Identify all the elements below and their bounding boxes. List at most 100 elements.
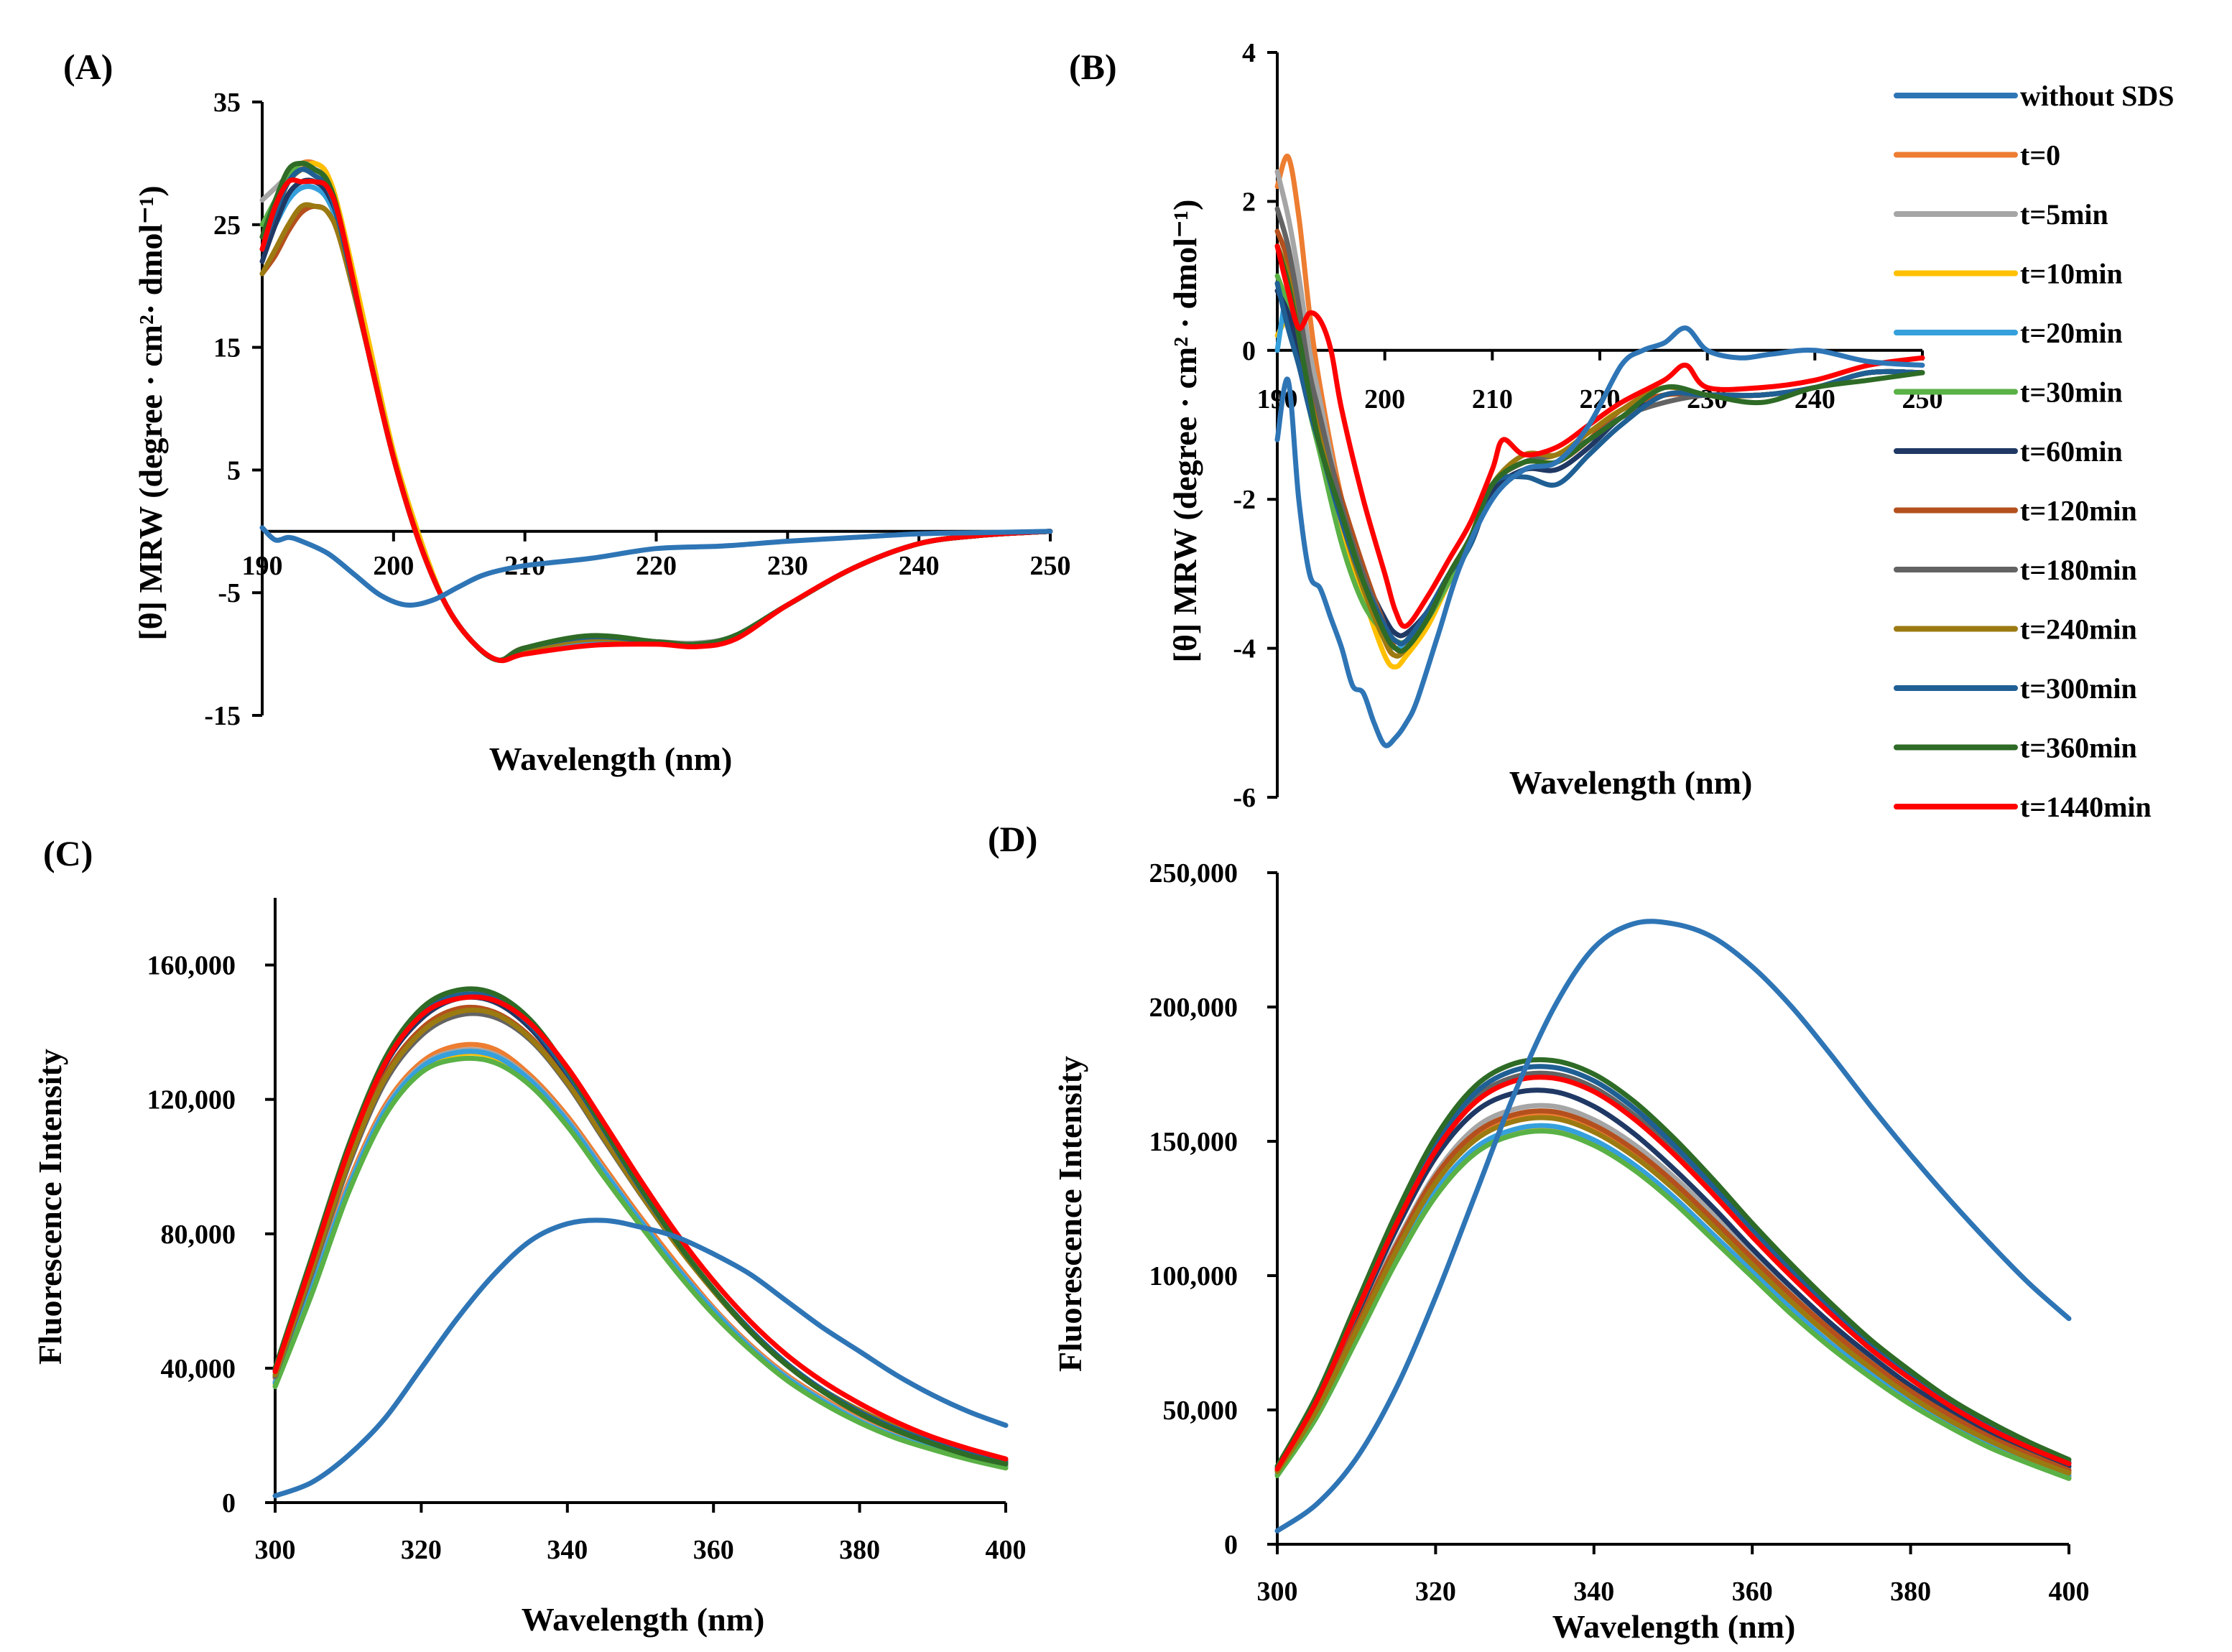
x-axis-title: Wavelength (nm) (1552, 1608, 1796, 1645)
legend-label: t=360min (2020, 732, 2137, 764)
series-line-t-360min (1274, 1057, 2072, 1469)
x-tick-label: 300 (255, 1535, 296, 1565)
x-tick-label: 200 (373, 551, 414, 581)
x-tick-label: 250 (1030, 551, 1071, 581)
series-line-t-60min (259, 177, 1053, 663)
y-tick-label: 15 (213, 333, 241, 363)
x-tick-label: 190 (242, 551, 283, 581)
y-tick-label: 200,000 (1149, 993, 1238, 1023)
legend-label: t=300min (2020, 672, 2137, 705)
x-tick-label: 230 (767, 551, 808, 581)
y-tick-label: 50,000 (1163, 1396, 1238, 1426)
panel-c: (C) 0 40,000 80,000 120,000 160,000 300 320 340 3… (32, 833, 1027, 1638)
y-tick-label: 160,000 (147, 951, 236, 981)
x-axis-title: Wavelength (nm) (1509, 764, 1753, 801)
legend-entry: t=360min (1894, 732, 2137, 764)
y-tick-label: -15 (204, 701, 241, 731)
legend-label: t=180min (2020, 554, 2137, 586)
panel-d: (D) 0 50,000 100,000 150,000 200,000 250,000 30… (988, 819, 2090, 1645)
x-tick-label: 300 (1257, 1577, 1298, 1607)
series-line-t-1440min (1274, 1075, 2072, 1472)
y-axis-title: [θ] MRW (degree · cm² · dmol⁻¹) (1167, 200, 1203, 663)
series-line-t-20min (259, 183, 1053, 663)
y-tick-label: 0 (222, 1488, 236, 1518)
x-tick-label: 380 (839, 1535, 880, 1565)
x-tick-label: 360 (1732, 1577, 1773, 1607)
series-line-without-sds (259, 525, 1053, 608)
y-tick-label: -2 (1233, 485, 1256, 515)
x-tick-label: 340 (547, 1535, 588, 1565)
series-line-t-240min (272, 1007, 1009, 1463)
y-tick-label: 25 (213, 210, 241, 241)
legend-entry: t=10min (1894, 258, 2123, 290)
axes (252, 101, 1052, 717)
x-tick-label: 360 (693, 1535, 734, 1565)
legend-entry: t=120min (1894, 495, 2137, 527)
x-tick-label: 400 (986, 1535, 1027, 1565)
y-axis-title: [θ] MRW (degree · cm²· dmol⁻¹) (132, 185, 169, 640)
y-tick-label: 0 (1242, 336, 1256, 366)
series-line-t-300min (1274, 281, 1925, 646)
y-tick-label: 5 (227, 455, 241, 486)
y-tick-label: 80,000 (161, 1220, 236, 1250)
series-line-t-1440min (272, 994, 1009, 1462)
x-tick-label: 380 (1890, 1577, 1931, 1607)
series-line-t-1440min (259, 177, 1053, 664)
series-line-without-sds (1274, 919, 2072, 1533)
legend-label: t=0 (2020, 139, 2060, 172)
legend-label: t=120min (2020, 495, 2137, 527)
legend-entry: without SDS (1894, 80, 2175, 112)
series-line-t-1440min (1274, 243, 1925, 629)
legend-label: t=60min (2020, 435, 2123, 468)
legend-entry: t=30min (1894, 376, 2123, 409)
y-tick-label: 250,000 (1149, 858, 1238, 888)
panel-label: (A) (63, 47, 113, 87)
series-line-t-120min (259, 203, 1053, 663)
panel-label: (B) (1069, 47, 1117, 87)
x-tick-label: 320 (1415, 1577, 1456, 1607)
y-tick-label: 4 (1242, 38, 1256, 68)
legend-entry: t=5min (1894, 198, 2108, 231)
legend-label: t=5min (2020, 198, 2108, 231)
legend-entry: t=180min (1894, 554, 2137, 586)
y-tick-label: -5 (218, 578, 241, 608)
x-tick-label: 200 (1364, 384, 1405, 414)
y-axis-title: Fluorescence Intensity (32, 1049, 68, 1365)
series-line-t-30min (1274, 1128, 2072, 1481)
axes (1267, 871, 2070, 1554)
legend-label: without SDS (2020, 80, 2175, 112)
series-line-without-sds (272, 1217, 1009, 1499)
series-line-t-30min (272, 1055, 1009, 1471)
legend-entry: t=20min (1894, 317, 2123, 349)
x-axis-title: Wavelength (nm) (489, 741, 733, 777)
y-tick-label: 2 (1242, 187, 1256, 217)
y-tick-label: 150,000 (1149, 1127, 1238, 1157)
legend-entry: t=1440min (1894, 791, 2152, 823)
legend-label: t=240min (2020, 613, 2137, 646)
x-tick-label: 240 (899, 551, 940, 581)
y-tick-label: 0 (1224, 1530, 1238, 1560)
x-tick-label: 210 (1472, 384, 1513, 414)
series-line-t-30min (1274, 273, 1925, 646)
y-tick-label: 120,000 (147, 1085, 236, 1115)
x-tick-label: 220 (636, 551, 677, 581)
legend-entry: t=300min (1894, 672, 2137, 705)
legend-entry: t=60min (1894, 435, 2123, 468)
x-tick-label: 320 (401, 1535, 442, 1565)
legend-entry: t=0 (1894, 139, 2060, 172)
x-tick-label: 250 (1902, 384, 1943, 414)
series-line-without-sds (1274, 325, 1925, 748)
legend-label: t=1440min (2020, 791, 2152, 823)
x-tick-label: 400 (2049, 1577, 2090, 1607)
x-axis-title: Wavelength (nm) (522, 1601, 765, 1638)
axes (1267, 51, 1924, 799)
series-line-t-60min (1274, 288, 1925, 639)
x-tick-label: 340 (1573, 1577, 1614, 1607)
y-tick-label: -4 (1233, 634, 1256, 664)
series-line-t-240min (1274, 1115, 2072, 1476)
legend: without SDS t=0 t=5min t=10min t=20min t=30mi… (1894, 80, 2175, 823)
legend-label: t=30min (2020, 376, 2123, 409)
